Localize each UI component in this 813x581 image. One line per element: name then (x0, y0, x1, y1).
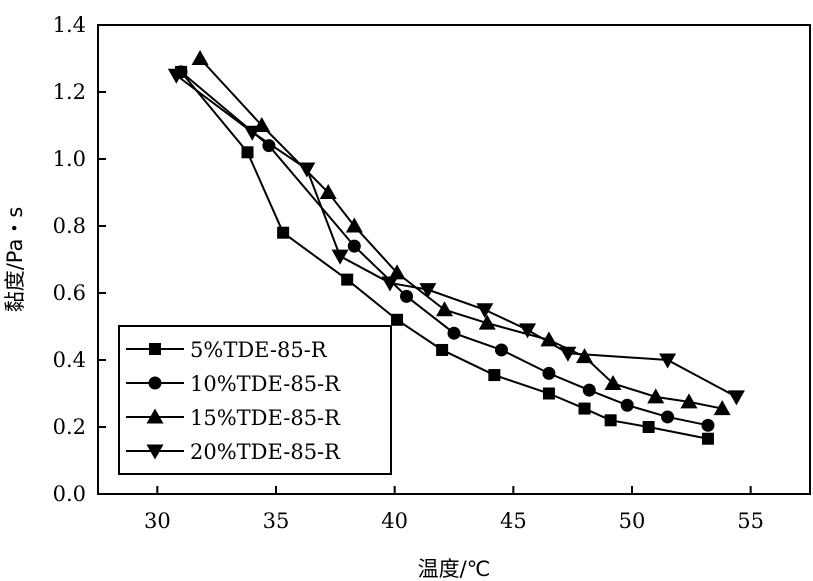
legend-item: 15%TDE-85-R (126, 406, 341, 430)
data-point (167, 68, 185, 84)
x-axis-title: 温度/℃ (418, 557, 491, 581)
y-tick-label: 0.0 (53, 482, 86, 506)
legend-label: 20%TDE-85-R (190, 440, 341, 464)
data-point (713, 400, 731, 416)
data-point (347, 239, 361, 253)
data-point (388, 264, 406, 280)
data-point (476, 303, 494, 319)
legend-item: 10%TDE-85-R (126, 372, 341, 396)
data-point (604, 374, 622, 390)
y-tick-label: 0.6 (53, 281, 86, 305)
data-point (381, 276, 399, 292)
legend-item: 5%TDE-85-R (126, 338, 328, 362)
legend-marker (146, 408, 164, 424)
data-point (436, 343, 449, 356)
y-tick-label: 0.4 (53, 348, 86, 372)
series-2 (174, 65, 715, 432)
data-point (727, 390, 745, 406)
data-point (400, 289, 414, 303)
data-point (519, 323, 537, 339)
data-point (620, 398, 634, 412)
data-point (436, 301, 454, 317)
data-point (647, 388, 665, 404)
y-tick-label: 0.2 (53, 415, 86, 439)
y-tick-label: 1.4 (53, 13, 86, 37)
legend-label: 15%TDE-85-R (190, 406, 341, 430)
x-axis-ticks: 30 35 40 45 50 55 (144, 486, 764, 533)
data-point (478, 314, 496, 330)
data-point (341, 273, 354, 286)
series-3 (191, 50, 731, 416)
x-tick-label: 35 (263, 509, 290, 533)
data-point (298, 162, 316, 178)
data-point (542, 387, 555, 400)
data-point (191, 50, 209, 65)
data-point (447, 326, 461, 340)
x-tick-label: 30 (144, 509, 171, 533)
data-point (659, 353, 677, 369)
data-point (559, 346, 577, 362)
y-tick-label: 0.8 (53, 214, 86, 238)
data-point (488, 369, 501, 382)
legend-box (118, 325, 392, 475)
legend-marker (149, 343, 161, 355)
data-point (642, 421, 655, 433)
series-group (167, 50, 745, 445)
y-tick-label: 1.0 (53, 147, 86, 171)
legend-marker (146, 444, 164, 460)
data-point (542, 366, 556, 380)
data-point (540, 331, 558, 347)
data-point (243, 125, 261, 141)
data-point (661, 410, 675, 424)
x-tick-label: 45 (500, 509, 527, 533)
data-point (419, 283, 437, 299)
legend: 5%TDE-85-R 10%TDE-85-R 15%TDE-85-R 20%TDE-8… (118, 325, 392, 475)
legend-marker (148, 376, 162, 390)
legend-label: 5%TDE-85-R (190, 338, 328, 362)
axes (97, 24, 811, 495)
x-tick-label: 40 (381, 509, 408, 533)
data-point (701, 418, 715, 432)
legend-label: 10%TDE-85-R (190, 372, 341, 396)
data-point (241, 146, 254, 159)
legend-item: 20%TDE-85-R (126, 440, 341, 464)
data-point (604, 414, 617, 427)
y-axis-ticks: 0.0 0.2 0.4 0.6 0.8 1.0 1.2 1.4 (53, 13, 106, 506)
data-point (494, 343, 508, 357)
data-point (331, 249, 349, 265)
data-point (578, 402, 591, 415)
data-point (576, 348, 594, 364)
data-point (345, 217, 363, 233)
x-tick-label: 50 (619, 509, 646, 533)
data-point (319, 184, 337, 199)
data-point (391, 313, 404, 326)
data-point (582, 383, 596, 397)
series-4 (167, 68, 745, 406)
series-line (180, 71, 709, 440)
y-axis-title: 黏度/Pa・s (3, 207, 27, 313)
series-1 (175, 65, 714, 445)
data-point (277, 226, 290, 239)
data-point (680, 393, 698, 409)
y-tick-label: 1.2 (53, 80, 86, 104)
data-point (701, 432, 714, 445)
plot-frame (97, 24, 811, 495)
x-tick-label: 55 (737, 509, 764, 533)
